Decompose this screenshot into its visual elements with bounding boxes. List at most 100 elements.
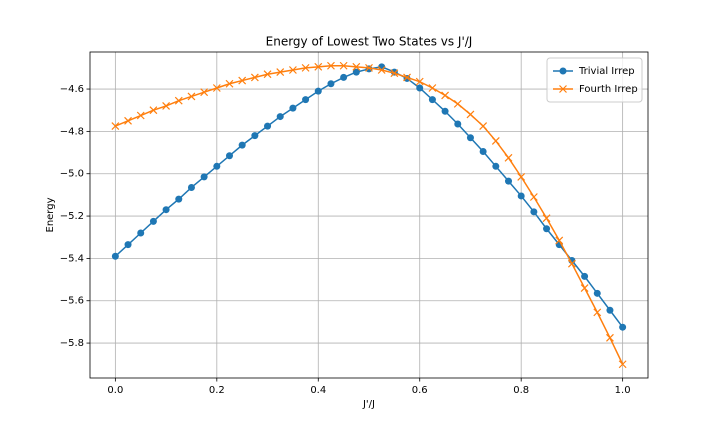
- y-tick-label: −5.4: [60, 253, 84, 264]
- x-axis-label: J'/J: [362, 399, 375, 410]
- marker: [288, 66, 297, 74]
- marker: [567, 259, 576, 268]
- marker: [365, 63, 373, 72]
- x-tick-label: 1.0: [615, 385, 631, 396]
- marker: [517, 192, 525, 200]
- marker: [352, 62, 361, 71]
- marker: [606, 333, 614, 342]
- legend-box: [546, 57, 643, 103]
- marker: [466, 110, 475, 119]
- marker: [212, 84, 221, 92]
- marker: [149, 106, 158, 115]
- marker: [175, 195, 183, 203]
- marker: [289, 104, 297, 112]
- x-tick-label: 0.2: [209, 385, 225, 396]
- y-tick-label: −5.0: [60, 169, 84, 180]
- marker: [479, 147, 487, 155]
- marker: [124, 116, 132, 125]
- marker: [492, 162, 500, 170]
- marker: [200, 88, 209, 97]
- marker: [593, 308, 602, 317]
- marker: [263, 70, 272, 79]
- marker: [162, 102, 171, 110]
- marker: [542, 214, 551, 223]
- legend-label: Trivial Irrep: [578, 66, 635, 77]
- x-tick-label: 0.0: [107, 385, 123, 396]
- marker: [593, 289, 601, 297]
- marker: [250, 73, 259, 82]
- marker: [137, 229, 145, 237]
- marker: [504, 153, 513, 162]
- marker: [530, 208, 538, 216]
- marker: [149, 217, 157, 225]
- marker: [415, 77, 424, 86]
- plot-frame: [89, 51, 649, 379]
- marker: [428, 84, 437, 92]
- marker: [314, 62, 323, 71]
- marker: [111, 122, 120, 131]
- marker: [555, 236, 564, 245]
- marker: [124, 241, 132, 249]
- y-axis-label: Energy: [45, 197, 56, 232]
- marker: [302, 96, 310, 104]
- marker: [517, 172, 526, 181]
- marker: [403, 73, 411, 82]
- marker: [580, 284, 589, 292]
- y-tick-label: −4.8: [60, 126, 84, 137]
- marker: [276, 68, 285, 77]
- y-tick-label: −5.2: [60, 211, 84, 222]
- y-tick-label: −5.6: [60, 296, 84, 307]
- x-tick-label: 0.6: [412, 385, 428, 396]
- marker: [581, 272, 589, 280]
- marker: [162, 206, 170, 214]
- marker: [454, 120, 462, 128]
- series-line: [114, 66, 624, 328]
- marker: [213, 162, 221, 170]
- marker: [543, 225, 551, 233]
- x-tick-label: 0.8: [513, 385, 529, 396]
- y-tick-label: −5.8: [60, 338, 84, 349]
- marker: [276, 113, 284, 121]
- marker: [390, 69, 399, 78]
- marker: [466, 134, 474, 142]
- marker: [619, 323, 627, 331]
- marker: [200, 173, 208, 181]
- marker: [416, 84, 424, 92]
- marker: [606, 306, 614, 314]
- marker: [327, 80, 335, 88]
- marker: [251, 132, 259, 140]
- marker: [339, 61, 348, 70]
- marker: [187, 92, 196, 101]
- marker: [340, 73, 348, 81]
- marker: [491, 136, 500, 145]
- marker: [327, 61, 335, 70]
- legend-marker: [559, 67, 567, 75]
- chart-title: Energy of Lowest Two States vs J'/J: [266, 35, 473, 49]
- series-line: [115, 65, 624, 365]
- marker: [479, 122, 488, 131]
- marker: [453, 99, 462, 108]
- marker: [225, 79, 234, 88]
- marker: [111, 252, 119, 260]
- marker: [238, 141, 246, 149]
- marker: [352, 68, 360, 76]
- marker: [238, 76, 247, 85]
- marker: [187, 183, 195, 191]
- marker: [264, 122, 272, 130]
- x-tick-label: 0.4: [310, 385, 326, 396]
- legend-marker: [559, 85, 567, 93]
- legend-label: Fourth Irrep: [579, 84, 638, 95]
- marker: [618, 360, 627, 369]
- marker: [174, 96, 183, 105]
- marker: [428, 96, 436, 104]
- marker: [226, 152, 233, 160]
- marker: [301, 63, 310, 72]
- marker: [377, 66, 386, 74]
- marker: [136, 111, 145, 120]
- marker: [505, 177, 512, 185]
- marker: [529, 193, 538, 201]
- marker: [441, 91, 450, 100]
- marker: [441, 107, 449, 115]
- y-tick-label: −4.6: [60, 84, 84, 95]
